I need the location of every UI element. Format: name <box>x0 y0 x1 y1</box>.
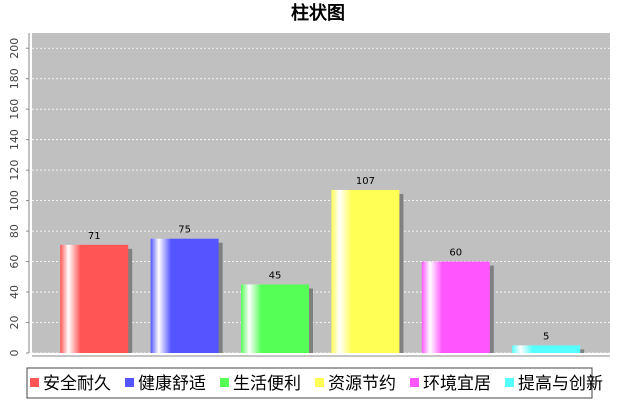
bar <box>241 284 309 353</box>
legend-label: 提高与创新 <box>518 374 603 394</box>
y-tick-label: 40 <box>8 285 21 299</box>
value-label: 75 <box>178 225 191 236</box>
legend-label: 健康舒适 <box>138 374 206 394</box>
value-label: 45 <box>269 270 282 281</box>
legend-swatch <box>315 378 324 387</box>
bar <box>150 238 219 353</box>
chart-title: 柱状图 <box>291 2 345 24</box>
legend-swatch <box>410 378 419 387</box>
bar <box>421 261 490 353</box>
y-tick-label: 0 <box>8 350 21 357</box>
y-tick-label: 140 <box>8 129 21 150</box>
legend-label: 生活便利 <box>233 374 301 394</box>
value-label: 5 <box>543 331 549 342</box>
value-label: 60 <box>449 248 462 259</box>
legend-swatch <box>125 378 134 387</box>
bar <box>331 189 400 353</box>
y-tick-label: 20 <box>8 316 21 330</box>
legend-swatch <box>220 378 229 387</box>
y-tick-label: 200 <box>8 38 21 59</box>
bar <box>60 244 129 353</box>
y-tick-label: 120 <box>8 160 21 181</box>
legend-swatch <box>505 378 514 387</box>
legend-swatch <box>30 378 39 387</box>
legend-label: 安全耐久 <box>43 374 111 394</box>
value-label: 107 <box>356 176 375 187</box>
legend <box>26 367 593 399</box>
legend-label: 环境宜居 <box>423 374 491 394</box>
y-tick-label: 100 <box>8 190 21 211</box>
y-tick-label: 80 <box>8 224 21 238</box>
legend-label: 资源节约 <box>328 374 396 394</box>
y-tick-label: 60 <box>8 255 21 269</box>
y-tick-label: 180 <box>8 68 21 89</box>
y-tick-label: 160 <box>8 99 21 120</box>
bar <box>512 345 581 353</box>
value-label: 71 <box>88 231 101 242</box>
